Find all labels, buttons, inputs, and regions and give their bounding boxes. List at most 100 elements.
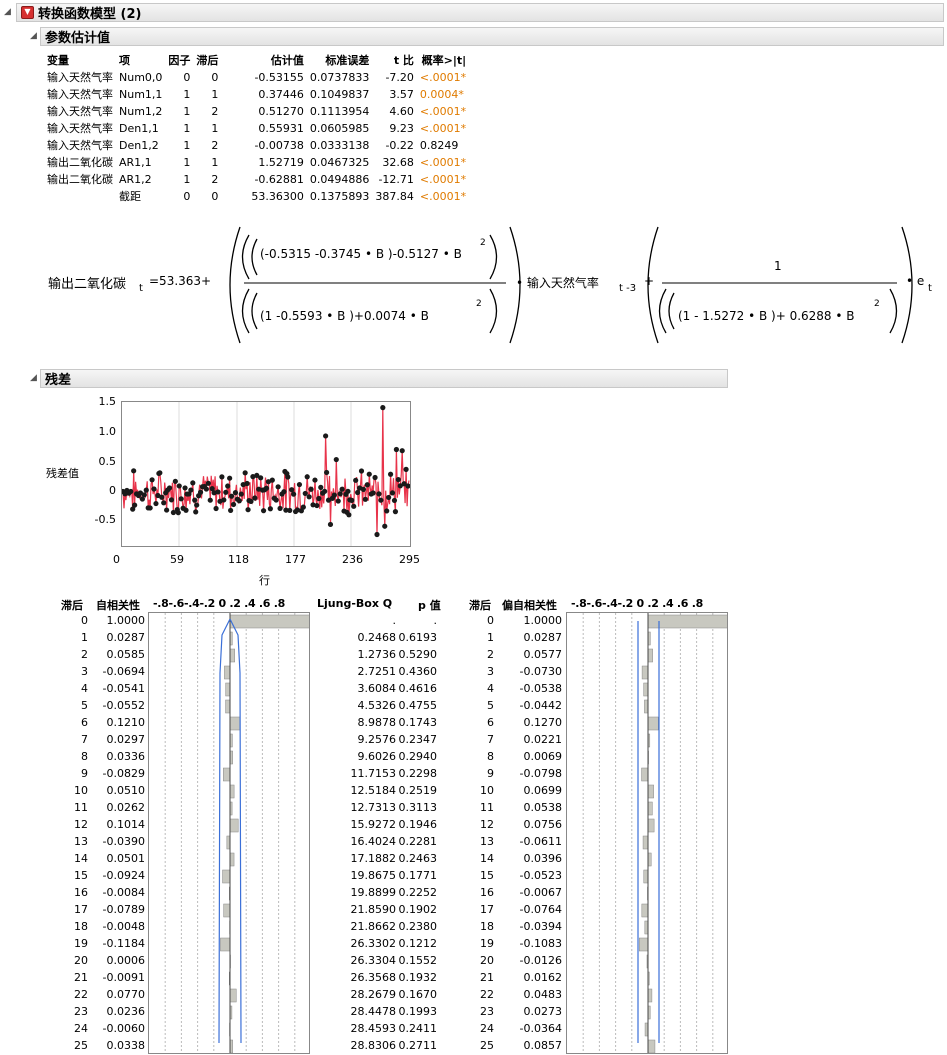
param-col-header[interactable]: 估计值	[270, 54, 304, 67]
resid-point	[153, 500, 159, 507]
acf-cell-lag: 4	[81, 682, 88, 695]
param-cell-factor: 1	[183, 105, 191, 118]
acf-cell-q: 4.5326	[357, 699, 397, 712]
acf-cell-p: 0.2281	[398, 835, 438, 848]
resid-point	[337, 491, 343, 497]
acf-cell-lag: 17	[74, 903, 88, 916]
param-cell-est: 0.51270	[258, 105, 304, 118]
resid-point	[308, 486, 314, 492]
resid-ytick: 1.5	[98, 395, 117, 408]
param-cell-factor: 1	[183, 88, 191, 101]
acf-cell-ac: -0.0390	[102, 835, 145, 848]
resid-point	[376, 491, 382, 497]
acf-cell-ac: 1.0000	[106, 614, 146, 627]
param-row: 截距 0 0 53.36300 0.1375893 387.84 <.0001*	[44, 188, 469, 205]
pacf-cell-lag: 5	[487, 699, 494, 712]
resid-point	[131, 468, 137, 474]
pacf-cell-pac: 0.0538	[523, 801, 563, 814]
pacf-cell-lag: 19	[480, 937, 494, 950]
param-cell-se: 0.0467325	[309, 156, 370, 169]
acf-cell-q: 12.5184	[350, 784, 397, 797]
resid-point	[306, 494, 312, 500]
resid-section-header[interactable]: 残差	[40, 369, 728, 388]
pacf-cell-pac: 0.0857	[523, 1039, 563, 1052]
resid-point	[242, 470, 248, 476]
resid-point	[209, 486, 215, 492]
resid-point	[143, 487, 149, 493]
acf-cell-q: 17.1882	[350, 852, 397, 865]
param-cell-term: Num0,0	[119, 71, 163, 84]
eq-plus-2: +	[644, 274, 655, 288]
pacf-cell-pac: 0.0699	[523, 784, 563, 797]
param-col-header[interactable]: 项	[119, 54, 130, 67]
resid-point	[244, 480, 250, 487]
resid-point	[147, 505, 153, 511]
resid-point	[228, 507, 234, 514]
param-col-header[interactable]: 变量	[47, 54, 69, 67]
acf-cell-q: 19.8675	[350, 869, 397, 882]
pacf-cell-pac: -0.0442	[519, 699, 562, 712]
param-section-header[interactable]: 参数估计值	[40, 27, 944, 46]
param-col-header[interactable]: 标准误差	[325, 54, 370, 67]
acf-cell-p: 0.1771	[398, 869, 438, 882]
resid-point	[380, 405, 386, 411]
pacf-cell-pac: 0.1270	[523, 716, 563, 729]
resid-point	[397, 483, 403, 489]
resid-point	[236, 498, 242, 504]
param-col-header[interactable]: 滞后	[196, 54, 219, 67]
acf-cell-lag: 20	[74, 954, 88, 967]
acf-cell-q: 28.4593	[350, 1022, 397, 1035]
acf-cell-p: 0.1902	[398, 903, 438, 916]
eq-plus-1: +	[201, 274, 212, 288]
acf-cell-p: 0.1993	[398, 1005, 438, 1018]
acf-cell-q: 26.3304	[350, 954, 397, 967]
acf-cell-p: 0.1670	[398, 988, 438, 1001]
param-col-header[interactable]: 因子	[168, 54, 191, 67]
resid-ytick: -0.5	[94, 513, 116, 526]
pacf-cell-pac: 0.0756	[523, 818, 563, 831]
acf-cell-ac: 0.0501	[106, 852, 146, 865]
resid-point	[335, 498, 341, 504]
param-cell-se: 0.0333138	[309, 139, 370, 152]
resid-point	[205, 480, 211, 486]
pacf-cell-pac: -0.0394	[519, 920, 562, 933]
param-cell-var: 输入天然气率	[47, 139, 113, 152]
param-cell-t: 387.84	[375, 190, 414, 203]
acf-bar-plot[interactable]	[148, 612, 310, 1054]
resid-point	[221, 497, 227, 503]
resid-point	[155, 492, 161, 499]
resid-point	[245, 507, 251, 513]
param-col-header[interactable]: 概率>|t|	[421, 54, 467, 67]
red-triangle-menu-icon[interactable]: ▼	[21, 6, 34, 19]
resid-point	[228, 493, 235, 499]
confidence-bound	[229, 618, 242, 1044]
acf-cell-q: 15.9272	[350, 818, 397, 831]
collapse-param-icon[interactable]: ◢	[30, 31, 37, 41]
pacf-head-lag: 滞后	[469, 599, 491, 612]
acf-cell-ac: 0.0338	[106, 1039, 146, 1052]
resid-xtick: 295	[399, 553, 420, 566]
param-col-header[interactable]: t 比	[393, 54, 414, 67]
acf-cell-ac: 0.0336	[106, 750, 146, 763]
acf-bar	[229, 818, 239, 833]
acf-cell-q: 9.6026	[357, 750, 397, 763]
resid-point	[327, 521, 334, 528]
acf-cell-lag: 8	[81, 750, 88, 763]
acf-cell-q: 8.9878	[357, 716, 397, 729]
resid-xtick: 0	[113, 553, 120, 566]
collapse-title-icon[interactable]: ◢	[4, 7, 11, 17]
pacf-cell-pac: -0.0364	[519, 1022, 562, 1035]
resid-point	[258, 475, 264, 481]
param-cell-se: 0.1375893	[309, 190, 370, 203]
acf-cell-ac: -0.0091	[102, 971, 145, 984]
resid-line	[122, 407, 410, 535]
report-title-bar[interactable]: ▼ 转换函数模型 (2)	[16, 3, 944, 22]
acf-cell-lag: 19	[74, 937, 88, 950]
collapse-resid-icon[interactable]: ◢	[30, 373, 37, 383]
param-cell-term: Den1,1	[119, 122, 159, 135]
pacf-bar-plot[interactable]	[566, 612, 728, 1054]
acf-cell-ac: 0.0287	[106, 631, 146, 644]
acf-cell-ac: -0.0924	[102, 869, 145, 882]
residual-plot[interactable]	[121, 401, 411, 547]
acf-cell-q: 12.7313	[350, 801, 397, 814]
